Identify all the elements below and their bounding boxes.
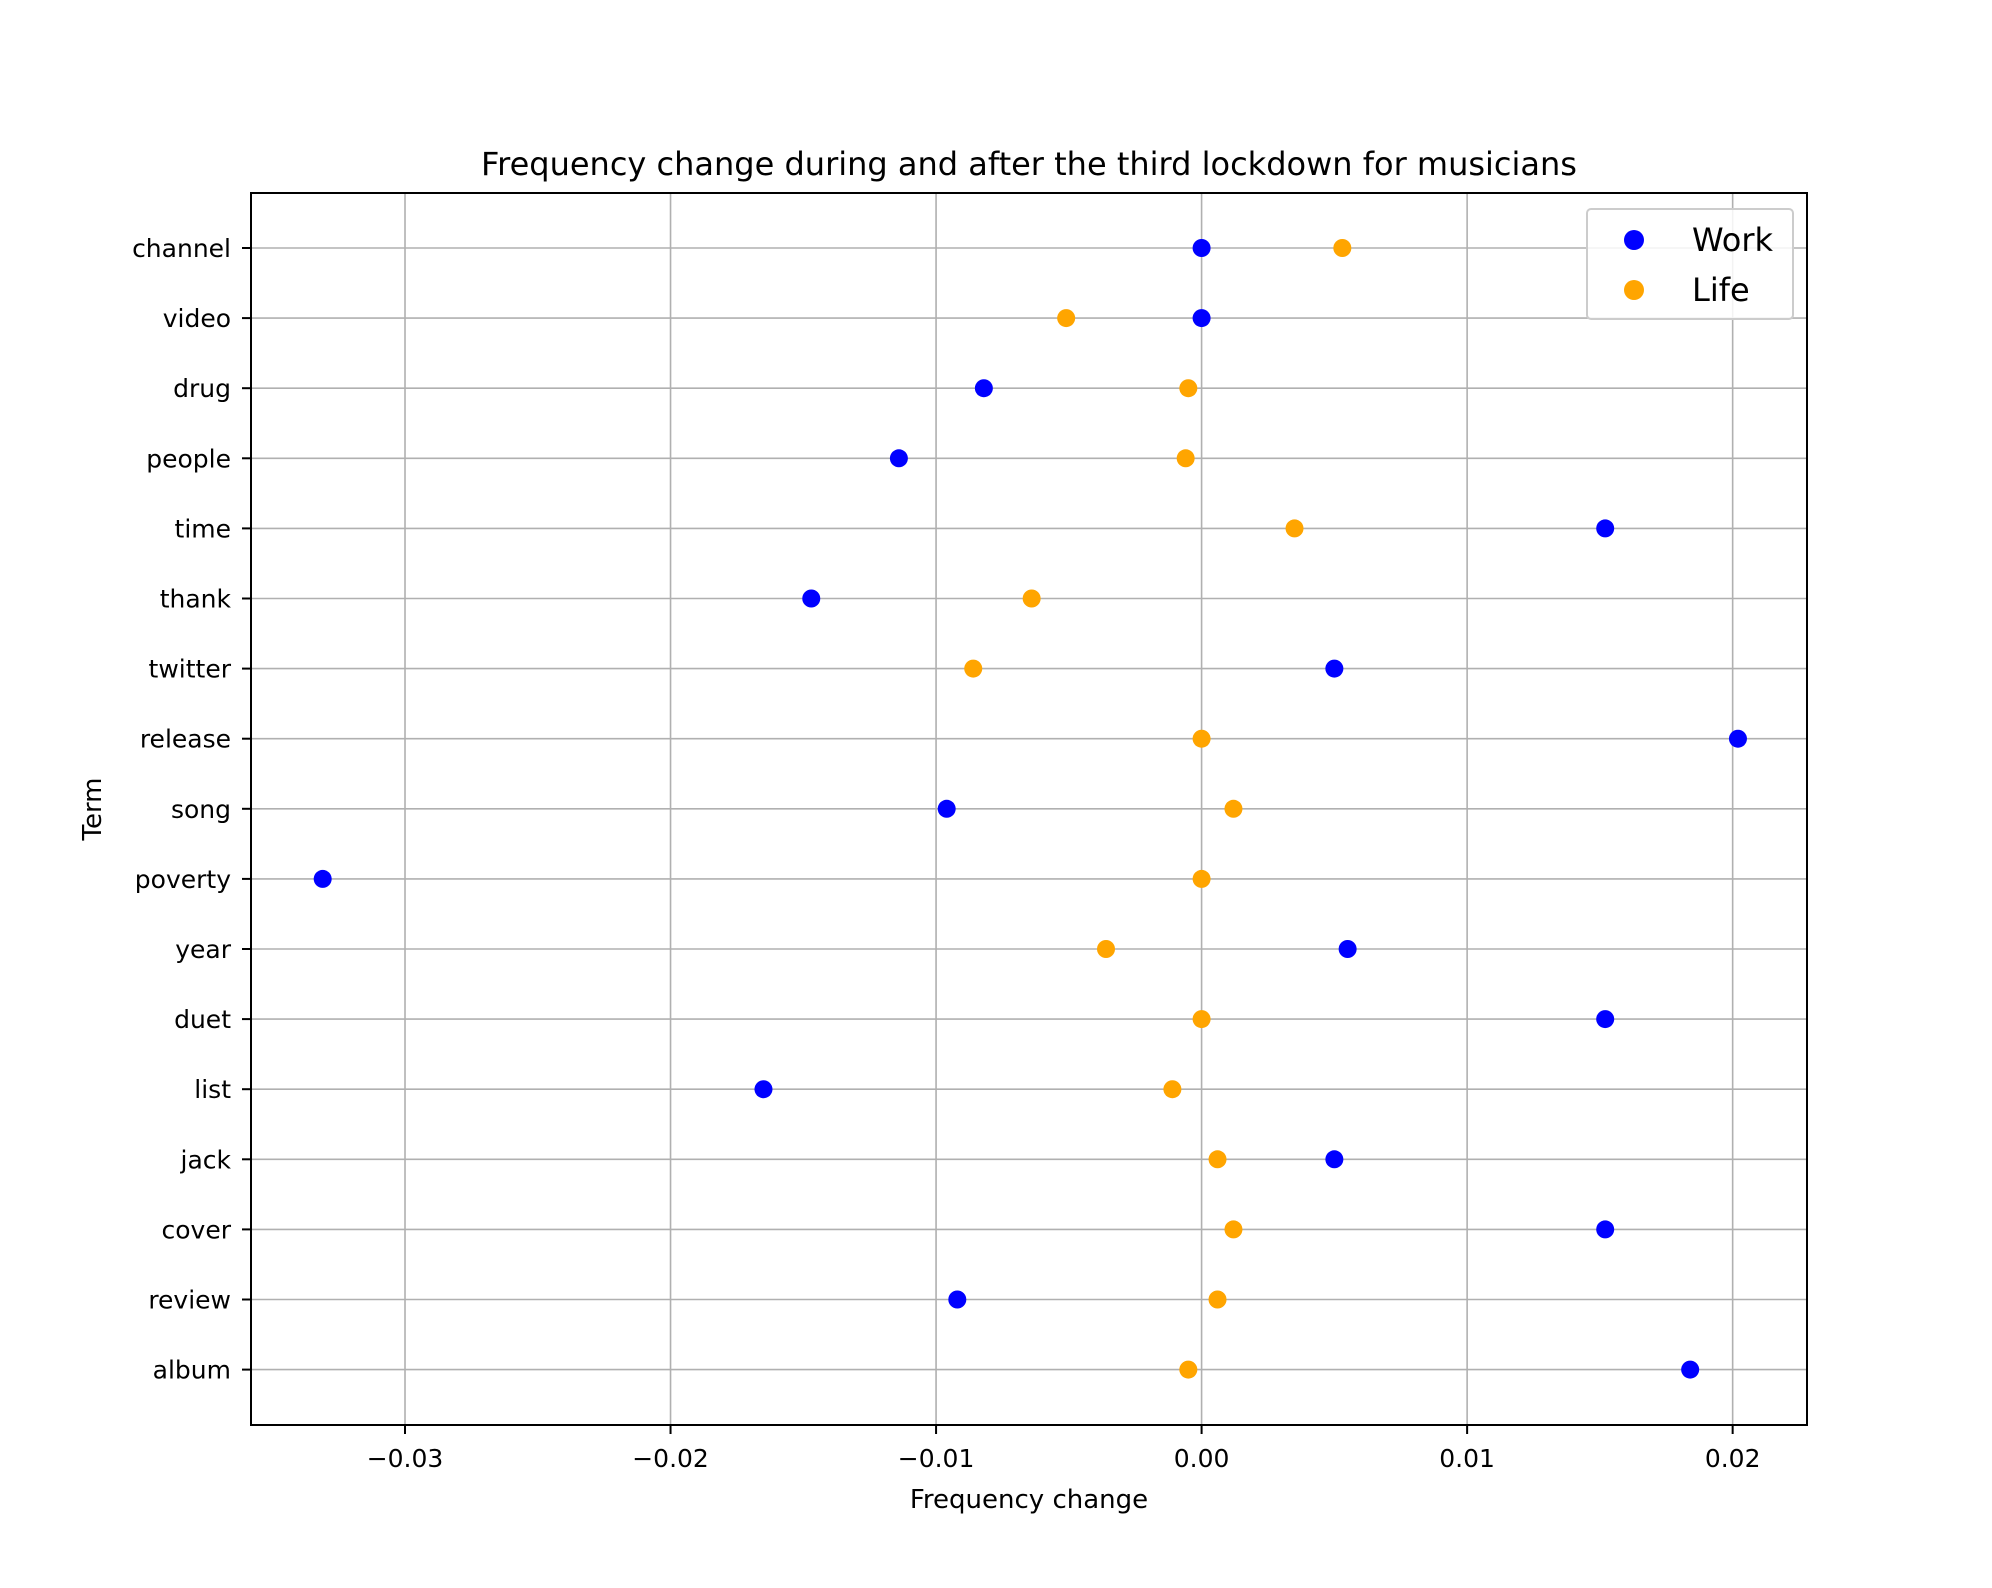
grid-lines — [251, 193, 1807, 1425]
y-tick-label: thank — [160, 585, 232, 614]
point-work-thank — [802, 589, 821, 608]
legend-marker-work — [1624, 230, 1644, 250]
point-life-album — [1179, 1360, 1198, 1379]
x-tick-label: −0.03 — [367, 1444, 444, 1473]
point-life-release — [1192, 729, 1211, 748]
point-work-twitter — [1325, 659, 1344, 678]
point-work-duet — [1596, 1010, 1615, 1029]
y-tick-label: poverty — [135, 865, 231, 894]
point-life-video — [1057, 309, 1076, 328]
y-tick-label: review — [148, 1286, 231, 1315]
y-tick-label: song — [171, 795, 231, 824]
point-life-song — [1224, 799, 1243, 818]
x-tick-label: 0.01 — [1439, 1444, 1495, 1473]
point-work-channel — [1192, 239, 1211, 257]
x-tick-label: 0.00 — [1174, 1444, 1230, 1473]
point-life-duet — [1192, 1010, 1211, 1029]
y-tick-label: drug — [173, 374, 231, 403]
point-work-poverty — [313, 869, 332, 888]
point-life-jack — [1208, 1150, 1227, 1169]
x-tick-label: −0.01 — [898, 1444, 975, 1473]
point-work-people — [889, 449, 908, 468]
point-work-drug — [974, 379, 993, 398]
data-points — [313, 239, 1747, 1379]
point-life-poverty — [1192, 869, 1211, 888]
point-work-time — [1596, 519, 1615, 538]
point-life-thank — [1022, 589, 1041, 608]
point-work-song — [937, 799, 956, 818]
point-life-year — [1097, 940, 1116, 958]
point-work-jack — [1325, 1150, 1344, 1169]
point-work-album — [1681, 1360, 1700, 1379]
x-tick-label: −0.02 — [632, 1444, 709, 1473]
legend: Work Life — [1586, 208, 1794, 320]
y-tick-label: channel — [132, 234, 231, 263]
point-life-drug — [1179, 379, 1198, 398]
point-life-twitter — [964, 659, 983, 678]
y-tick-label: cover — [162, 1215, 232, 1244]
point-work-cover — [1596, 1220, 1615, 1239]
y-tick-label: jack — [180, 1145, 232, 1174]
point-life-channel — [1333, 239, 1352, 257]
y-axis-ticks: channel video drug people time thank twitter re… — [132, 234, 251, 1385]
x-tick-label: 0.02 — [1705, 1444, 1761, 1473]
point-work-year — [1338, 940, 1357, 958]
point-life-time — [1285, 519, 1304, 538]
y-tick-label: twitter — [149, 655, 232, 684]
y-tick-label: release — [140, 725, 231, 754]
y-tick-label: year — [175, 935, 231, 964]
point-work-review — [948, 1290, 967, 1309]
y-tick-label: time — [175, 514, 231, 543]
point-work-list — [754, 1080, 773, 1099]
point-life-list — [1163, 1080, 1182, 1099]
chart-title: Frequency change during and after the th… — [481, 145, 1577, 183]
legend-label-life: Life — [1692, 271, 1750, 309]
y-tick-label: list — [194, 1075, 231, 1104]
point-life-people — [1176, 449, 1195, 468]
plot-frame — [250, 192, 1808, 1426]
x-axis-label: Frequency change — [910, 1485, 1148, 1515]
point-work-video — [1192, 309, 1211, 328]
y-tick-label: duet — [174, 1005, 231, 1034]
y-tick-label: video — [163, 304, 231, 333]
y-axis-label: Term — [78, 777, 108, 841]
legend-label-work: Work — [1692, 221, 1774, 259]
y-tick-label: people — [146, 444, 231, 473]
legend-marker-life — [1624, 280, 1644, 300]
point-life-review — [1208, 1290, 1227, 1309]
y-tick-label: album — [153, 1356, 231, 1385]
point-life-cover — [1224, 1220, 1243, 1239]
point-work-release — [1728, 729, 1747, 748]
x-axis-ticks: −0.03 −0.02 −0.01 0.00 0.01 0.02 — [367, 1425, 1761, 1473]
